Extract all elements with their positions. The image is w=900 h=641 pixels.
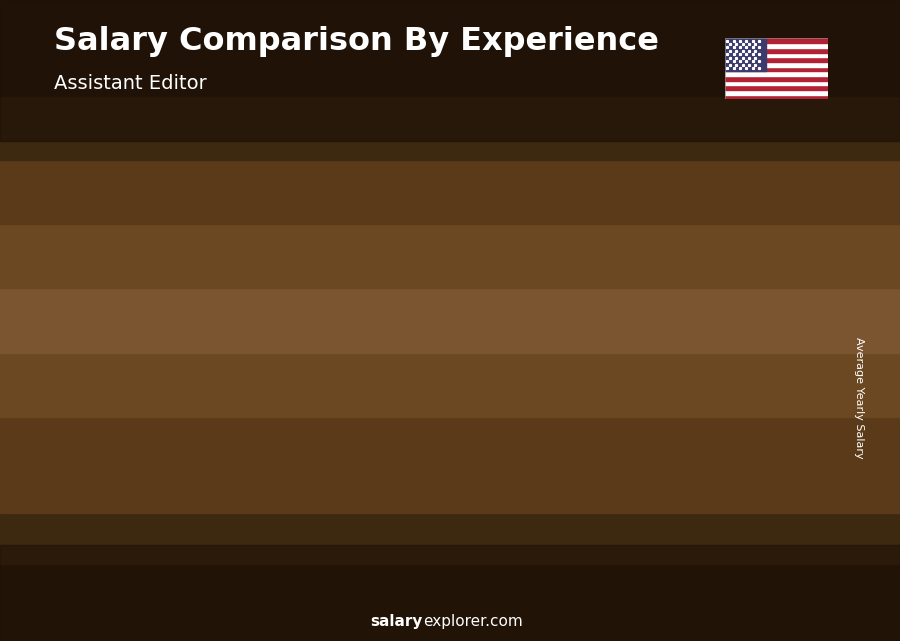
Bar	[724, 71, 828, 76]
Bar	[148, 460, 153, 577]
Text: salary: salary	[371, 615, 423, 629]
Bar	[724, 67, 828, 71]
Bar	[0, 0, 900, 141]
Text: +19%: +19%	[400, 303, 464, 322]
Bar	[587, 310, 651, 314]
Bar	[711, 291, 776, 577]
Bar	[0, 564, 900, 641]
Bar	[711, 291, 776, 296]
Bar	[724, 85, 828, 90]
Bar	[0, 417, 900, 513]
Bar	[587, 310, 593, 577]
Bar	[338, 369, 402, 577]
Bar	[0, 353, 900, 417]
Bar	[462, 574, 526, 577]
Bar	[0, 288, 900, 353]
Bar	[88, 460, 153, 462]
Bar	[462, 329, 468, 577]
Bar	[213, 422, 277, 577]
Bar	[711, 574, 776, 577]
Text: 100,000 USD: 100,000 USD	[750, 317, 836, 329]
Bar	[724, 43, 828, 48]
Text: 41,000 USD: 41,000 USD	[74, 483, 152, 495]
Bar	[724, 62, 828, 67]
Bar	[88, 576, 153, 577]
Text: 93,500 USD: 93,500 USD	[625, 335, 704, 348]
Text: +32%: +32%	[151, 394, 214, 413]
Bar	[724, 95, 828, 99]
Bar	[0, 96, 900, 160]
Text: 86,700 USD: 86,700 USD	[500, 354, 579, 368]
Bar	[88, 460, 94, 577]
Bar	[0, 545, 900, 641]
Bar	[462, 329, 526, 333]
Bar	[724, 90, 828, 95]
Bar	[462, 329, 526, 577]
Bar	[521, 329, 526, 577]
Bar	[338, 574, 402, 577]
Bar	[0, 160, 900, 224]
Text: +7%: +7%	[656, 254, 706, 273]
Bar	[213, 575, 277, 577]
Text: +34%: +34%	[276, 349, 339, 368]
Bar	[724, 57, 828, 62]
Bar	[0, 513, 900, 564]
Bar	[273, 422, 277, 577]
Bar	[646, 310, 651, 577]
Bar	[0, 224, 900, 288]
Bar	[338, 369, 402, 372]
Bar	[587, 574, 651, 577]
Bar	[724, 48, 828, 53]
Bar	[724, 38, 766, 71]
Bar	[0, 0, 900, 96]
Bar	[338, 369, 344, 577]
Text: 72,700 USD: 72,700 USD	[351, 395, 430, 408]
Bar	[88, 460, 153, 577]
Text: explorer.com: explorer.com	[423, 615, 523, 629]
Bar	[724, 76, 828, 81]
Bar	[397, 369, 402, 577]
Bar	[724, 53, 828, 57]
Text: Average Yearly Salary: Average Yearly Salary	[854, 337, 865, 458]
Text: +8%: +8%	[532, 273, 581, 292]
Text: 54,300 USD: 54,300 USD	[227, 447, 305, 460]
Bar	[213, 422, 220, 577]
Bar	[724, 38, 828, 43]
Text: Salary Comparison By Experience: Salary Comparison By Experience	[54, 26, 659, 56]
Bar	[587, 310, 651, 577]
Bar	[711, 291, 717, 577]
Bar	[724, 81, 828, 85]
Bar	[213, 422, 277, 424]
Text: Assistant Editor: Assistant Editor	[54, 74, 207, 93]
Bar	[770, 291, 776, 577]
